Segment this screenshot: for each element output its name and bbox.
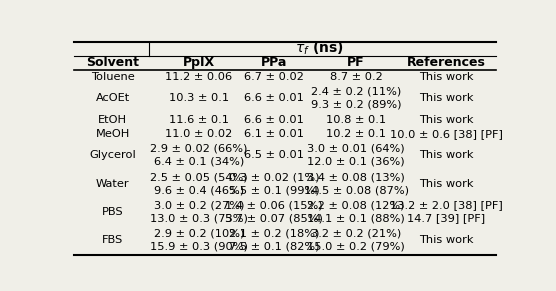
Text: 2.5 ± 0.05 (54%): 2.5 ± 0.05 (54%) xyxy=(150,172,247,182)
Text: 2.9 ± 0.02 (66%): 2.9 ± 0.02 (66%) xyxy=(150,144,247,154)
Text: 8.7 ± 0.2: 8.7 ± 0.2 xyxy=(330,72,383,82)
Text: 10.2 ± 0.1: 10.2 ± 0.1 xyxy=(326,129,386,139)
Text: PPa: PPa xyxy=(261,56,287,70)
Text: 15.9 ± 0.3 (90%): 15.9 ± 0.3 (90%) xyxy=(150,242,248,252)
Text: This work: This work xyxy=(419,72,474,82)
Text: 13.0 ± 0.3 (73%): 13.0 ± 0.3 (73%) xyxy=(150,214,248,223)
Text: 0.3 ± 0.02 (1%): 0.3 ± 0.02 (1%) xyxy=(229,172,320,182)
Text: 2.1 ± 0.2 (18%): 2.1 ± 0.2 (18%) xyxy=(229,229,319,239)
Text: $\tau_f$ (ns): $\tau_f$ (ns) xyxy=(295,40,344,57)
Text: 6.6 ± 0.01: 6.6 ± 0.01 xyxy=(244,115,304,125)
Text: 2.2 ± 0.08 (12%): 2.2 ± 0.08 (12%) xyxy=(307,200,405,210)
Text: 1.4 ± 0.06 (15%): 1.4 ± 0.06 (15%) xyxy=(225,200,323,210)
Text: 9.3 ± 0.2 (89%): 9.3 ± 0.2 (89%) xyxy=(311,100,401,110)
Text: 6.1 ± 0.01: 6.1 ± 0.01 xyxy=(244,129,304,139)
Text: 7.5 ± 0.1 (82%): 7.5 ± 0.1 (82%) xyxy=(229,242,320,252)
Text: PBS: PBS xyxy=(102,207,123,217)
Text: 11.2 ± 0.06: 11.2 ± 0.06 xyxy=(165,72,232,82)
Text: 2.4 ± 0.2 (11%): 2.4 ± 0.2 (11%) xyxy=(311,87,401,97)
Text: 6.7 ± 0.02: 6.7 ± 0.02 xyxy=(244,72,304,82)
Text: MeOH: MeOH xyxy=(96,129,130,139)
Text: 10.8 ± 0.1: 10.8 ± 0.1 xyxy=(326,115,386,125)
Text: 6.6 ± 0.01: 6.6 ± 0.01 xyxy=(244,93,304,103)
Text: This work: This work xyxy=(419,179,474,189)
Text: 3.0 ± 0.01 (64%): 3.0 ± 0.01 (64%) xyxy=(307,144,405,154)
Text: 11.6 ± 0.1: 11.6 ± 0.1 xyxy=(169,115,229,125)
Text: EtOH: EtOH xyxy=(98,115,127,125)
Text: This work: This work xyxy=(419,150,474,160)
Text: 10.3 ± 0.1: 10.3 ± 0.1 xyxy=(168,93,229,103)
Text: FBS: FBS xyxy=(102,235,123,245)
Text: 12.0 ± 0.1 (36%): 12.0 ± 0.1 (36%) xyxy=(307,157,405,167)
Text: 11.0 ± 0.02: 11.0 ± 0.02 xyxy=(165,129,232,139)
Text: 10.0 ± 0.6 [38] [PF]: 10.0 ± 0.6 [38] [PF] xyxy=(390,129,503,139)
Text: 9.6 ± 0.4 (46%): 9.6 ± 0.4 (46%) xyxy=(153,185,244,195)
Text: 14.7 [39] [PF]: 14.7 [39] [PF] xyxy=(408,214,485,223)
Text: 3.2 ± 0.2 (21%): 3.2 ± 0.2 (21%) xyxy=(311,229,401,239)
Text: 14.1 ± 0.1 (88%): 14.1 ± 0.1 (88%) xyxy=(307,214,405,223)
Text: 2.9 ± 0.2 (10%): 2.9 ± 0.2 (10%) xyxy=(153,229,244,239)
Text: AcOEt: AcOEt xyxy=(96,93,130,103)
Text: 3.0 ± 0.2 (27%): 3.0 ± 0.2 (27%) xyxy=(153,200,244,210)
Text: 13.2 ± 2.0 [38] [PF]: 13.2 ± 2.0 [38] [PF] xyxy=(390,200,503,210)
Text: References: References xyxy=(407,56,486,70)
Text: 15.0 ± 0.2 (79%): 15.0 ± 0.2 (79%) xyxy=(307,242,405,252)
Text: 5.7 ± 0.07 (85%): 5.7 ± 0.07 (85%) xyxy=(225,214,323,223)
Text: Glycerol: Glycerol xyxy=(89,150,136,160)
Text: Solvent: Solvent xyxy=(86,56,139,70)
Text: This work: This work xyxy=(419,115,474,125)
Text: Toluene: Toluene xyxy=(91,72,135,82)
Text: 3.4 ± 0.08 (13%): 3.4 ± 0.08 (13%) xyxy=(307,172,405,182)
Text: Water: Water xyxy=(96,179,130,189)
Text: 6.5 ± 0.01: 6.5 ± 0.01 xyxy=(244,150,304,160)
Text: PF: PF xyxy=(348,56,365,70)
Text: 6.4 ± 0.1 (34%): 6.4 ± 0.1 (34%) xyxy=(153,157,244,167)
Text: 5.5 ± 0.1 (99%): 5.5 ± 0.1 (99%) xyxy=(229,185,320,195)
Text: 14.5 ± 0.08 (87%): 14.5 ± 0.08 (87%) xyxy=(304,185,409,195)
Text: This work: This work xyxy=(419,93,474,103)
Text: PpIX: PpIX xyxy=(183,56,215,70)
Text: This work: This work xyxy=(419,235,474,245)
